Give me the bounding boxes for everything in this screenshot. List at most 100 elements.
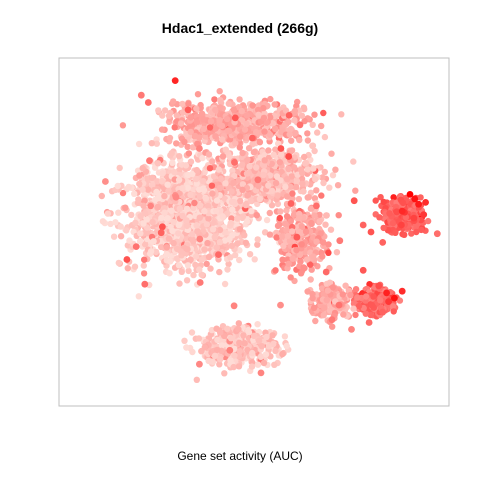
scatter-point <box>240 332 247 339</box>
scatter-point <box>390 308 397 315</box>
scatter-point <box>139 164 146 172</box>
scatter-point <box>324 287 331 294</box>
scatter-point <box>360 304 367 312</box>
scatter-point <box>276 221 283 228</box>
scatter-point <box>128 211 135 219</box>
scatter-point <box>265 182 272 189</box>
scatter-point <box>260 104 267 112</box>
scatter-point <box>291 164 298 171</box>
scatter-point <box>141 197 148 204</box>
scatter-point <box>236 339 243 346</box>
scatter-point <box>137 91 145 99</box>
scatter-point <box>307 205 315 212</box>
scatter-point <box>243 112 251 119</box>
scatter-point <box>322 221 329 228</box>
scatter-point <box>283 193 291 200</box>
scatter-point <box>147 248 155 255</box>
scatter-point <box>301 160 309 167</box>
scatter-point <box>277 208 284 215</box>
scatter-point <box>117 233 125 240</box>
scatter-point <box>350 305 357 312</box>
scatter-point <box>153 188 160 196</box>
scatter-point <box>334 182 342 189</box>
scatter-point <box>176 205 183 212</box>
scatter-point <box>243 170 251 177</box>
scatter-point <box>261 157 268 164</box>
scatter-point <box>245 326 252 334</box>
scatter-point <box>309 294 316 302</box>
scatter-point <box>132 243 140 251</box>
scatter-point <box>256 195 264 203</box>
scatter-point <box>141 256 148 263</box>
scatter-point <box>307 261 314 268</box>
scatter-point <box>217 175 224 182</box>
scatter-point <box>234 240 241 247</box>
scatter-point <box>178 268 185 275</box>
scatter-point <box>279 350 286 358</box>
scatter-point <box>176 221 183 228</box>
scatter-point <box>326 184 333 191</box>
scatter-point <box>355 302 363 310</box>
scatter-point <box>393 208 401 216</box>
scatter-point <box>161 209 168 216</box>
scatter-point <box>321 304 328 311</box>
scatter-point <box>175 230 182 237</box>
scatter-point <box>227 335 235 342</box>
scatter-point <box>184 262 192 269</box>
scatter-point <box>196 214 203 221</box>
scatter-point <box>325 249 332 256</box>
scatter-point <box>165 187 172 195</box>
scatter-point <box>352 311 359 319</box>
scatter-point <box>189 170 196 178</box>
scatter-point <box>171 77 179 84</box>
scatter-point <box>183 277 191 284</box>
plot-frame <box>58 57 450 407</box>
scatter-point <box>226 235 233 243</box>
scatter-point <box>221 370 228 377</box>
scatter-point <box>154 203 162 211</box>
scatter-point <box>314 129 321 136</box>
scatter-point <box>190 204 197 211</box>
scatter-point <box>242 201 250 209</box>
scatter-point <box>185 150 193 157</box>
scatter-point <box>144 186 152 193</box>
scatter-point <box>198 271 205 278</box>
scatter-point <box>336 237 344 245</box>
scatter-point <box>254 236 261 243</box>
scatter-point <box>322 268 330 276</box>
scatter-point <box>417 194 424 201</box>
scatter-point <box>295 195 303 203</box>
scatter-point <box>311 147 318 155</box>
scatter-point <box>229 167 236 175</box>
scatter-point <box>173 112 180 119</box>
scatter-point <box>211 352 219 359</box>
scatter-point <box>183 344 190 351</box>
scatter-point <box>276 159 283 166</box>
scatter-point <box>207 265 214 272</box>
scatter-point <box>398 221 405 229</box>
scatter-point <box>379 308 387 316</box>
scatter-point <box>216 104 224 111</box>
scatter-point <box>313 187 320 194</box>
scatter-point <box>262 351 270 358</box>
scatter-point <box>231 199 238 206</box>
scatter-point <box>329 323 336 330</box>
scatter-point <box>136 172 143 179</box>
scatter-point <box>137 213 144 220</box>
scatter-point <box>238 107 245 115</box>
scatter-point <box>309 142 317 149</box>
scatter-point <box>350 197 358 205</box>
scatter-point <box>239 213 247 220</box>
scatter-point <box>390 194 397 201</box>
scatter-point <box>247 197 254 204</box>
scatter-point <box>424 217 432 225</box>
scatter-point <box>328 150 335 157</box>
scatter-point <box>183 222 191 230</box>
scatter-point <box>368 301 376 309</box>
scatter-point <box>149 218 156 226</box>
scatter-point <box>181 337 188 344</box>
scatter-point <box>218 342 226 349</box>
scatter-point <box>168 207 175 214</box>
scatter-point <box>383 289 390 297</box>
scatter-point <box>372 197 379 204</box>
